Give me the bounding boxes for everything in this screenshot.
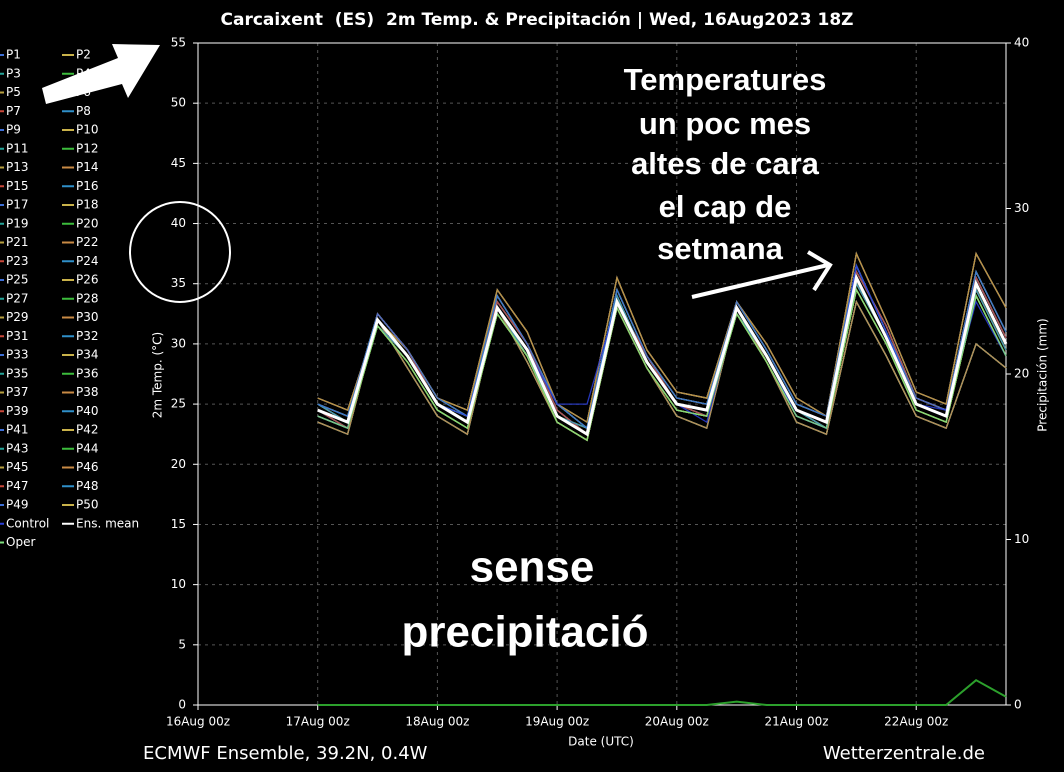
legend-label: P39	[6, 404, 29, 418]
source-left: ECMWF Ensemble, 39.2N, 0.4W	[143, 743, 428, 764]
y-tick-label: 20	[171, 457, 186, 471]
y2-tick-label: 10	[1014, 532, 1029, 546]
x-tick-label: 21Aug 00z	[764, 715, 828, 729]
legend-label: P29	[6, 310, 29, 324]
legend-label: P42	[76, 423, 99, 437]
y-tick-label: 15	[171, 517, 186, 531]
legend-label: P33	[6, 348, 29, 362]
legend-label: P27	[6, 291, 29, 305]
legend-label: P22	[76, 235, 99, 249]
x-tick-label: 17Aug 00z	[286, 715, 350, 729]
y-tick-label: 55	[171, 36, 186, 50]
x-tick-label: 18Aug 00z	[405, 715, 469, 729]
legend-label: P21	[6, 235, 29, 249]
legend-label: P30	[76, 310, 99, 324]
legend-label: P10	[76, 123, 99, 137]
source-right: Wetterzentrale.de	[823, 743, 985, 764]
annotation: setmana	[657, 231, 784, 266]
x-tick-label: 20Aug 00z	[645, 715, 709, 729]
legend-label: Oper	[6, 535, 35, 549]
temperature-line	[317, 273, 1008, 437]
legend-label: P34	[76, 348, 99, 362]
temperature-line	[317, 287, 1007, 442]
y2-tick-label: 40	[1014, 36, 1029, 50]
highlight-circle	[129, 201, 231, 303]
y2-tick-label: 0	[1014, 698, 1022, 712]
y-tick-label: 5	[178, 637, 186, 651]
x-tick-label: 16Aug 00z	[166, 715, 230, 729]
legend-label: P48	[76, 479, 99, 493]
annotation: sense	[470, 543, 595, 592]
y-tick-label: 0	[178, 698, 186, 712]
x-tick-label: 22Aug 00z	[884, 715, 948, 729]
legend-label: P17	[6, 198, 29, 212]
legend-label: P9	[6, 123, 21, 137]
y-tick-label: 50	[171, 96, 186, 110]
y-tick-label: 45	[171, 156, 186, 170]
y2-tick-label: 20	[1014, 367, 1029, 381]
legend-label: P40	[76, 404, 99, 418]
y-tick-label: 25	[171, 397, 186, 411]
legend-label: Ens. mean	[76, 516, 139, 530]
legend-label: P43	[6, 441, 29, 455]
legend-label: P38	[76, 385, 99, 399]
legend-label: P25	[6, 273, 29, 287]
y2-tick-label: 30	[1014, 201, 1029, 215]
legend-label: P2	[76, 48, 91, 62]
precipitation-line	[317, 678, 1007, 706]
x-axis-label: Date (UTC)	[568, 735, 634, 749]
legend-label: P1	[6, 48, 21, 62]
x-tick-label: 19Aug 00z	[525, 715, 589, 729]
arrow	[42, 44, 160, 104]
legend-label: P46	[76, 460, 99, 474]
legend-label: P41	[6, 423, 29, 437]
legend-label: P20	[76, 216, 99, 230]
legend-label: P5	[6, 85, 21, 99]
legend-label: P32	[76, 329, 99, 343]
annotation: precipitació	[402, 608, 649, 657]
y-axis-label: 2m Temp. (°C)	[151, 332, 165, 419]
y-tick-label: 35	[171, 276, 186, 290]
legend-label: P12	[76, 141, 99, 155]
legend-label: P45	[6, 460, 29, 474]
legend-label: P31	[6, 329, 29, 343]
legend-label: P24	[76, 254, 99, 268]
legend-label: P8	[76, 104, 91, 118]
chart-title: Carcaixent (ES) 2m Temp. & Precipitación…	[221, 10, 854, 30]
y-tick-label: 30	[171, 336, 186, 350]
temperature-line	[317, 299, 1007, 442]
legend-label: P50	[76, 498, 99, 512]
annotation: altes de cara	[631, 146, 820, 181]
annotation: el cap de	[659, 189, 792, 224]
y2-axis-label: Precipitación (mm)	[1036, 318, 1050, 431]
legend-label: P49	[6, 498, 29, 512]
y-tick-label: 10	[171, 577, 186, 591]
legend-label: P23	[6, 254, 29, 268]
legend-label: P7	[6, 104, 21, 118]
legend-label: P35	[6, 366, 29, 380]
legend-label: P47	[6, 479, 29, 493]
legend-label: P13	[6, 160, 29, 174]
legend-label: P37	[6, 385, 29, 399]
legend-label: P28	[76, 291, 99, 305]
legend-label: P18	[76, 198, 99, 212]
arrow	[691, 250, 833, 299]
legend-label: P15	[6, 179, 29, 193]
legend-label: P36	[76, 366, 99, 380]
legend-label: P16	[76, 179, 99, 193]
legend-label: P14	[76, 160, 99, 174]
legend-label: P11	[6, 141, 29, 155]
legend-label: P44	[76, 441, 99, 455]
legend-label: P3	[6, 66, 21, 80]
legend-label: Control	[6, 516, 49, 530]
legend-label: P19	[6, 216, 29, 230]
annotation: Temperatures	[624, 62, 827, 97]
legend-label: P26	[76, 273, 99, 287]
y-tick-label: 40	[171, 216, 186, 230]
annotation: un poc mes	[639, 106, 811, 141]
